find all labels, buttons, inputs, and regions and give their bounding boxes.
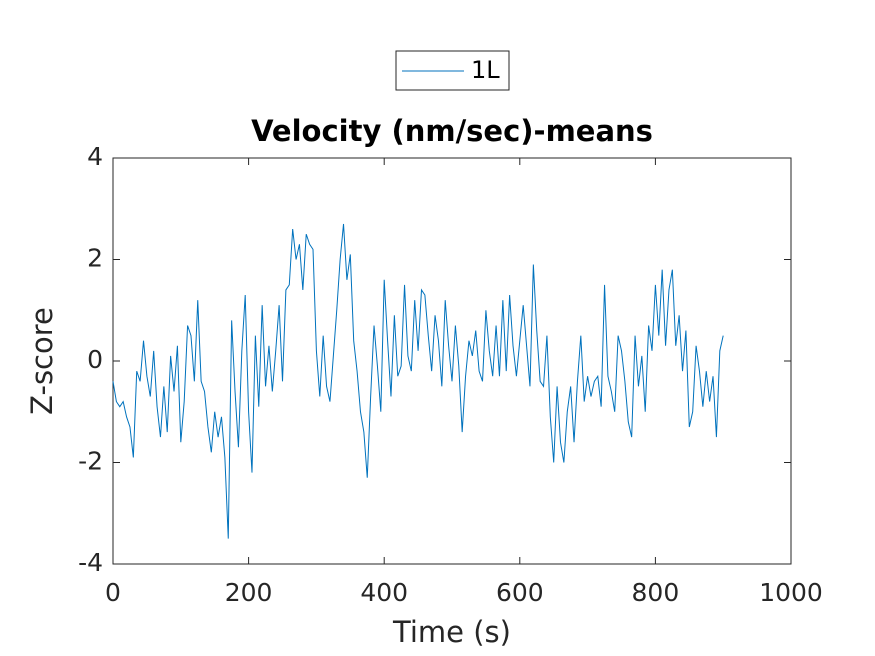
data-line — [112, 223, 724, 539]
chart-title: Velocity (nm/sec)-means — [251, 114, 653, 148]
legend-label: 1L — [471, 56, 500, 84]
x-tick-label: 400 — [360, 578, 408, 607]
x-tick-label: 0 — [105, 578, 121, 607]
x-axis-label: Time (s) — [392, 615, 511, 649]
y-tick-label: -2 — [78, 447, 103, 476]
x-tick-label: 800 — [632, 578, 680, 607]
x-tick-label: 1000 — [759, 578, 823, 607]
x-tick-label: 600 — [496, 578, 544, 607]
y-tick-label: -4 — [78, 548, 103, 577]
y-axis-label: Z-score — [25, 307, 59, 415]
y-tick-label: 2 — [87, 244, 103, 273]
x-tick-label: 200 — [225, 578, 273, 607]
y-tick-label: 4 — [87, 142, 103, 171]
legend: 1L — [395, 50, 510, 91]
plot-area — [112, 157, 792, 565]
y-tick-label: 0 — [87, 345, 103, 374]
